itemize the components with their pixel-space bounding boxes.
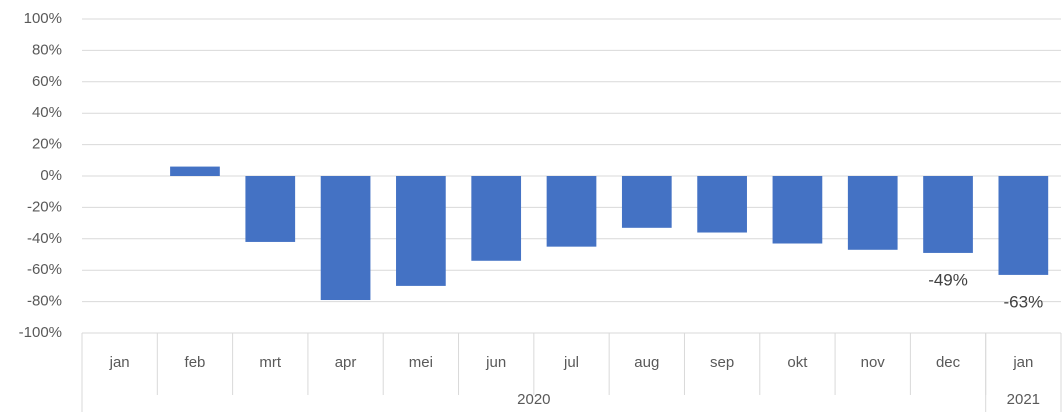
x-tick-label: mei [409, 354, 433, 371]
x-tick-label: jan [109, 354, 130, 371]
x-tick-label: mrt [259, 354, 281, 371]
bar [998, 176, 1049, 275]
bar [471, 176, 522, 261]
y-tick-label: -80% [27, 293, 62, 310]
bar [396, 176, 446, 286]
y-tick-label: -20% [27, 198, 62, 215]
bar [697, 176, 747, 233]
x-tick-label: nov [861, 354, 886, 371]
y-tick-label: 100% [24, 10, 62, 27]
data-label: -63% [1004, 292, 1044, 311]
bar [847, 176, 898, 250]
y-tick-label: -100% [19, 324, 62, 341]
data-label: -49% [928, 270, 968, 289]
bar [772, 176, 823, 244]
group-label: 2020 [517, 391, 550, 408]
x-tick-label: jan [1012, 354, 1033, 371]
bar [320, 176, 371, 301]
x-tick-label: dec [936, 354, 961, 371]
group-label: 2021 [1007, 391, 1040, 408]
x-tick-label: feb [185, 354, 206, 371]
x-tick-label: jul [563, 354, 579, 371]
bar [245, 176, 296, 242]
x-tick-label: sep [710, 354, 734, 371]
x-tick-label: apr [335, 354, 357, 371]
y-tick-label: 20% [32, 136, 62, 153]
bar [621, 176, 672, 228]
bar [170, 166, 220, 176]
y-tick-label: 60% [32, 73, 62, 90]
y-tick-label: -60% [27, 261, 62, 278]
y-tick-label: 40% [32, 104, 62, 121]
y-tick-label: 0% [40, 167, 62, 184]
y-tick-label: -40% [27, 230, 62, 247]
x-tick-label: aug [634, 354, 659, 371]
x-tick-label: jun [485, 354, 506, 371]
bar [546, 176, 597, 247]
y-tick-label: 80% [32, 41, 62, 58]
x-tick-label: okt [787, 354, 808, 371]
bar [923, 176, 973, 253]
